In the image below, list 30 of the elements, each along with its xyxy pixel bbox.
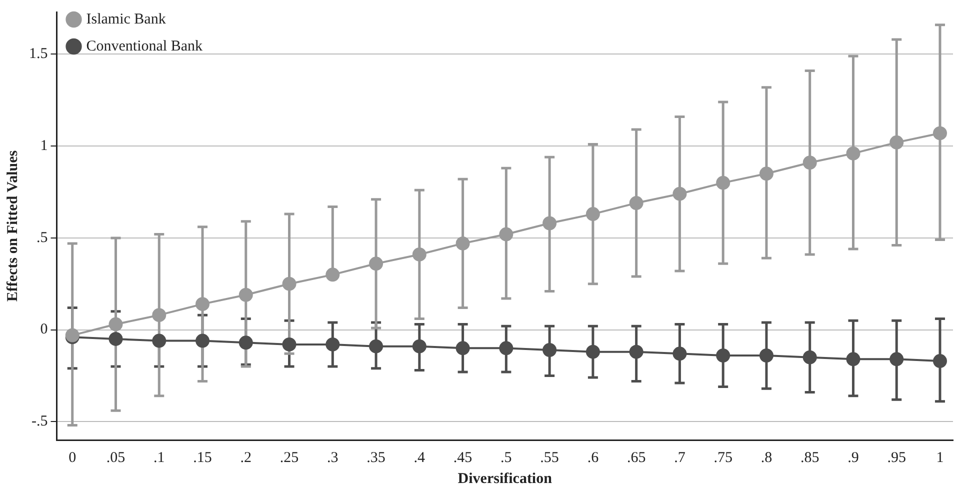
legend-label: Conventional Bank	[86, 38, 203, 54]
x-tick-label: .8	[760, 450, 772, 466]
x-tick-label: .35	[366, 450, 386, 466]
x-tick-label: .2	[240, 450, 252, 466]
x-tick-label: .1	[154, 450, 165, 466]
y-axis-title: Effects on Fitted Values	[4, 150, 21, 302]
y-tick-label: -.5	[32, 414, 48, 430]
x-tick-label: .95	[887, 450, 906, 466]
y-tick-label: 1.5	[29, 46, 48, 62]
x-tick-label: .75	[714, 450, 732, 466]
x-tick-label: .6	[587, 450, 600, 466]
x-axis-title: Diversification	[458, 470, 553, 487]
legend-label: Islamic Bank	[86, 11, 166, 28]
y-tick-label: 1	[40, 138, 48, 154]
x-tick-label: .15	[193, 450, 212, 466]
x-tick-label: .85	[800, 450, 820, 466]
x-tick-label: .05	[106, 450, 126, 466]
x-tick-label: 1	[936, 450, 944, 466]
x-tick-label: .45	[453, 450, 472, 466]
y-tick-label: .5	[36, 230, 48, 246]
x-tick-label: .65	[626, 450, 646, 466]
x-tick-label: .7	[674, 450, 686, 466]
y-tick-label: 0	[40, 322, 48, 338]
x-tick-label: .4	[414, 450, 426, 466]
x-tick-label: .9	[848, 450, 859, 466]
x-tick-label: 0	[68, 450, 76, 466]
x-tick-label: .3	[327, 450, 338, 466]
x-tick-label: .5	[500, 450, 512, 466]
x-tick-label: .25	[280, 450, 299, 466]
x-tick-label: .55	[540, 450, 559, 466]
